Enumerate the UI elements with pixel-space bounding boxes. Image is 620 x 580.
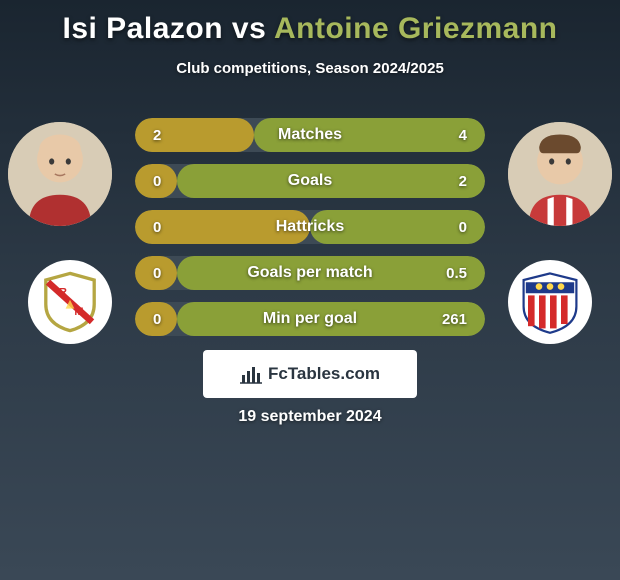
stat-row: 0Goals per match0.5 xyxy=(135,256,485,290)
bar-chart-icon xyxy=(240,363,262,385)
title-player2: Antoine Griezmann xyxy=(274,12,558,45)
stats-table: 2Matches40Goals20Hattricks00Goals per ma… xyxy=(135,118,485,348)
stat-value-right: 2 xyxy=(459,173,467,190)
stat-row: 0Hattricks0 xyxy=(135,210,485,244)
stat-label: Hattricks xyxy=(135,218,485,236)
stat-label: Min per goal xyxy=(135,310,485,328)
person-icon xyxy=(508,122,612,226)
stat-label: Goals per match xyxy=(135,264,485,282)
stat-row: 2Matches4 xyxy=(135,118,485,152)
shield-icon xyxy=(517,269,583,335)
stat-row: 0Goals2 xyxy=(135,164,485,198)
date-label: 19 september 2024 xyxy=(0,408,620,426)
svg-text:R: R xyxy=(59,286,67,298)
stat-value-right: 4 xyxy=(459,127,467,144)
stat-value-right: 0.5 xyxy=(446,265,467,282)
club-left-crest: R M xyxy=(28,260,112,344)
stat-value-right: 0 xyxy=(459,219,467,236)
subtitle: Club competitions, Season 2024/2025 xyxy=(0,60,620,77)
stat-value-right: 261 xyxy=(442,311,467,328)
page-title: Isi Palazon vs Antoine Griezmann xyxy=(0,12,620,46)
stat-row: 0Min per goal261 xyxy=(135,302,485,336)
brand-banner: FcTables.com xyxy=(203,350,417,398)
stat-label: Matches xyxy=(135,126,485,144)
title-vs: vs xyxy=(223,12,274,45)
comparison-card: Isi Palazon vs Antoine Griezmann Club co… xyxy=(0,0,620,580)
person-icon xyxy=(8,122,112,226)
svg-text:M: M xyxy=(74,306,83,318)
player-right-avatar xyxy=(508,122,612,226)
player-left-avatar xyxy=(8,122,112,226)
shield-icon: R M xyxy=(37,269,103,335)
brand-text: FcTables.com xyxy=(268,364,380,384)
club-right-crest xyxy=(508,260,592,344)
title-player1: Isi Palazon xyxy=(62,12,223,45)
stat-label: Goals xyxy=(135,172,485,190)
